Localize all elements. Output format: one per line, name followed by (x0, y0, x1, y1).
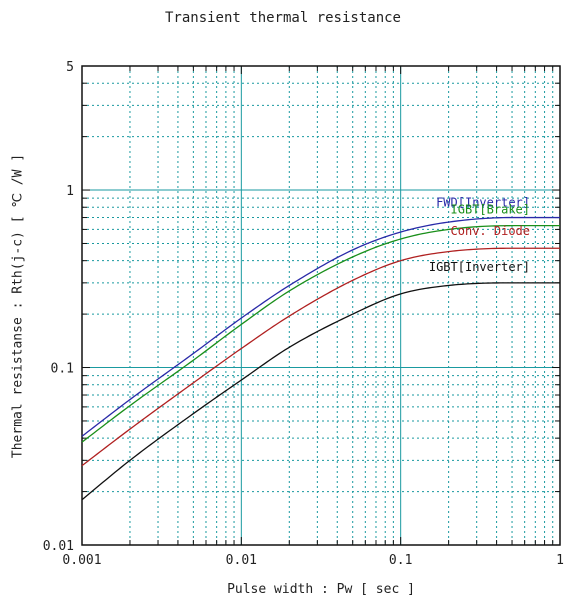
series-line-4 (81, 282, 560, 501)
series-line-2 (81, 225, 560, 443)
chart-title: Transient thermal resistance (164, 10, 401, 26)
y-tick-label: 1 (66, 184, 74, 199)
series-label-1: FWD[Inverter] (436, 196, 530, 210)
series-label-3: Conv. Diode (451, 224, 530, 238)
y-tick-label: 0.01 (43, 539, 74, 554)
x-tick-label: 0.001 (62, 553, 101, 568)
plot-frame (81, 65, 561, 546)
series-line-1 (81, 216, 560, 437)
y-axis-label: Thermal resistanse : Rth(j-c) [ ℃ /W ] (10, 153, 26, 459)
series-label-2: IGBT[Brake] (451, 203, 530, 217)
y-tick-label: 5 (66, 60, 74, 75)
x-tick-label: 0.1 (389, 553, 412, 568)
series-label-4: IGBT[Inverter] (429, 260, 530, 274)
x-tick-label: 1 (556, 553, 564, 568)
y-tick-label: 0.1 (51, 362, 74, 377)
x-axis-label: Pulse width : Pw [ sec ] (227, 582, 415, 597)
series-line-3 (81, 247, 560, 467)
x-tick-label: 0.01 (226, 553, 257, 568)
